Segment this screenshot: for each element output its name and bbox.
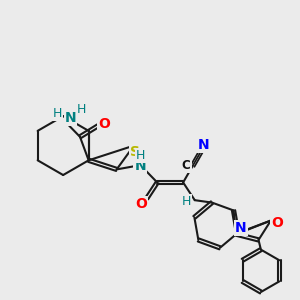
Text: H: H (77, 103, 86, 116)
Text: O: O (135, 197, 147, 211)
Text: O: O (99, 117, 110, 131)
Text: H: H (182, 195, 191, 208)
Text: N: N (235, 221, 247, 235)
Text: H: H (52, 107, 62, 120)
Text: N: N (65, 111, 76, 125)
Text: C: C (182, 159, 190, 172)
Text: H: H (136, 149, 145, 162)
Text: N: N (135, 159, 146, 173)
Text: N: N (197, 138, 209, 152)
Text: O: O (272, 216, 283, 230)
Text: S: S (130, 145, 140, 159)
